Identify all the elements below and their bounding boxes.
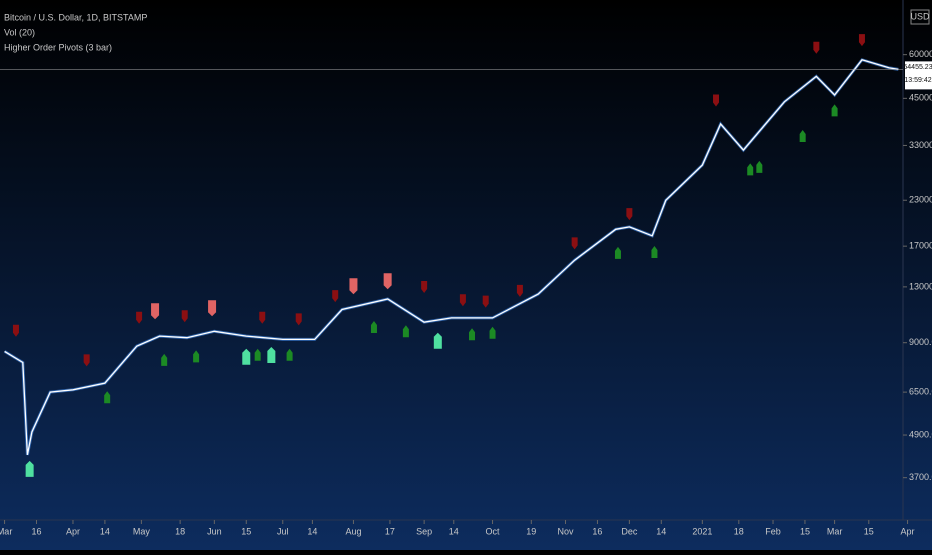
x-tick-label: Mar — [827, 526, 843, 536]
x-tick-label: Feb — [765, 526, 781, 536]
x-tick-label: 2021 — [692, 526, 712, 536]
x-tick-label: Nov — [558, 526, 575, 536]
x-tick-label: Mar — [0, 526, 12, 536]
pivot-low — [614, 246, 621, 259]
pivot-high — [626, 208, 633, 221]
x-tick-label: Aug — [345, 526, 361, 536]
x-tick-label: 14 — [307, 526, 317, 536]
x-tick-label: 15 — [864, 526, 874, 536]
pivot-low — [267, 347, 276, 364]
pivot-high — [858, 34, 865, 47]
x-tick-label: Jun — [207, 526, 222, 536]
pivot-high — [83, 354, 90, 367]
pivot-high — [151, 303, 160, 320]
indicator-label: Higher Order Pivots (3 bar) — [4, 42, 112, 52]
x-tick-label: 19 — [526, 526, 536, 536]
x-tick-label: 16 — [592, 526, 602, 536]
pivot-high — [482, 295, 489, 308]
y-tick-label: 23000.00 — [909, 195, 932, 205]
pivot-low — [651, 246, 658, 259]
chart-title: Bitcoin / U.S. Dollar, 1D, BITSTAMP — [4, 12, 147, 22]
pivot-high — [181, 310, 188, 323]
pivot-low — [104, 391, 111, 404]
x-tick-label: 16 — [31, 526, 41, 536]
pivot-low — [370, 321, 377, 334]
y-tick-label: 45000.00 — [909, 93, 932, 103]
y-tick-label: 4900.00 — [909, 429, 932, 439]
pivot-high — [208, 300, 217, 317]
x-tick-label: 18 — [734, 526, 744, 536]
last-price-label: 54455.23 — [903, 64, 932, 71]
pivot-high — [516, 284, 523, 297]
pivot-high — [713, 94, 720, 107]
pivot-high — [459, 294, 466, 307]
pivot-high — [813, 41, 820, 54]
currency-box[interactable] — [910, 9, 930, 25]
pivot-high — [259, 311, 266, 324]
pivot-high — [383, 273, 392, 290]
x-tick-label: Jul — [277, 526, 289, 536]
y-tick-label: 9000.00 — [909, 337, 932, 347]
pivot-low — [831, 104, 838, 117]
pivot-high — [332, 290, 339, 303]
pivot-high — [136, 311, 143, 324]
pivot-low — [25, 460, 34, 477]
pivot-low — [242, 348, 251, 365]
pivot-low — [402, 325, 409, 338]
y-tick-label: 13000.00 — [909, 281, 932, 291]
x-tick-label: 14 — [100, 526, 110, 536]
pivot-low — [747, 163, 754, 176]
pivot-high — [571, 237, 578, 250]
y-tick-label: 17000.00 — [909, 241, 932, 251]
x-tick-label: Sep — [416, 526, 432, 536]
pivot-high — [295, 313, 302, 326]
x-tick-label: Dec — [621, 526, 638, 536]
x-tick-label: 14 — [449, 526, 459, 536]
y-tick-label: 3700.00 — [909, 472, 932, 482]
x-tick-label: 15 — [800, 526, 810, 536]
currency[interactable]: USD — [910, 11, 930, 21]
x-tick-label: 15 — [241, 526, 251, 536]
y-tick-label: 60000.00 — [909, 49, 932, 59]
x-tick-label: 17 — [385, 526, 395, 536]
x-tick-label: Apr — [66, 526, 80, 536]
price-line — [4, 59, 899, 456]
indicator-label: Vol (20) — [4, 27, 35, 37]
last-price-time: 13:59:42 — [904, 77, 931, 84]
x-tick-label: Oct — [486, 526, 501, 536]
pivot-low — [161, 353, 168, 366]
pivot-low — [286, 348, 293, 361]
last-price-box — [905, 61, 932, 90]
x-tick-label: May — [133, 526, 151, 536]
y-tick-label: 33000.00 — [909, 140, 932, 150]
pivot-low — [193, 350, 200, 363]
pivot-low — [469, 328, 476, 341]
pivot-low — [433, 332, 442, 349]
y-tick-label: 6500.00 — [909, 387, 932, 397]
pivot-low — [489, 326, 496, 339]
pivot-low — [254, 348, 261, 361]
x-tick-label: 14 — [656, 526, 666, 536]
pivot-high — [421, 281, 428, 294]
x-tick-label: Apr — [901, 526, 915, 536]
pivot-low — [799, 130, 806, 143]
pivot-low — [756, 160, 763, 173]
pivot-high — [12, 324, 19, 337]
x-tick-label: 18 — [175, 526, 185, 536]
pivot-high — [349, 278, 358, 295]
